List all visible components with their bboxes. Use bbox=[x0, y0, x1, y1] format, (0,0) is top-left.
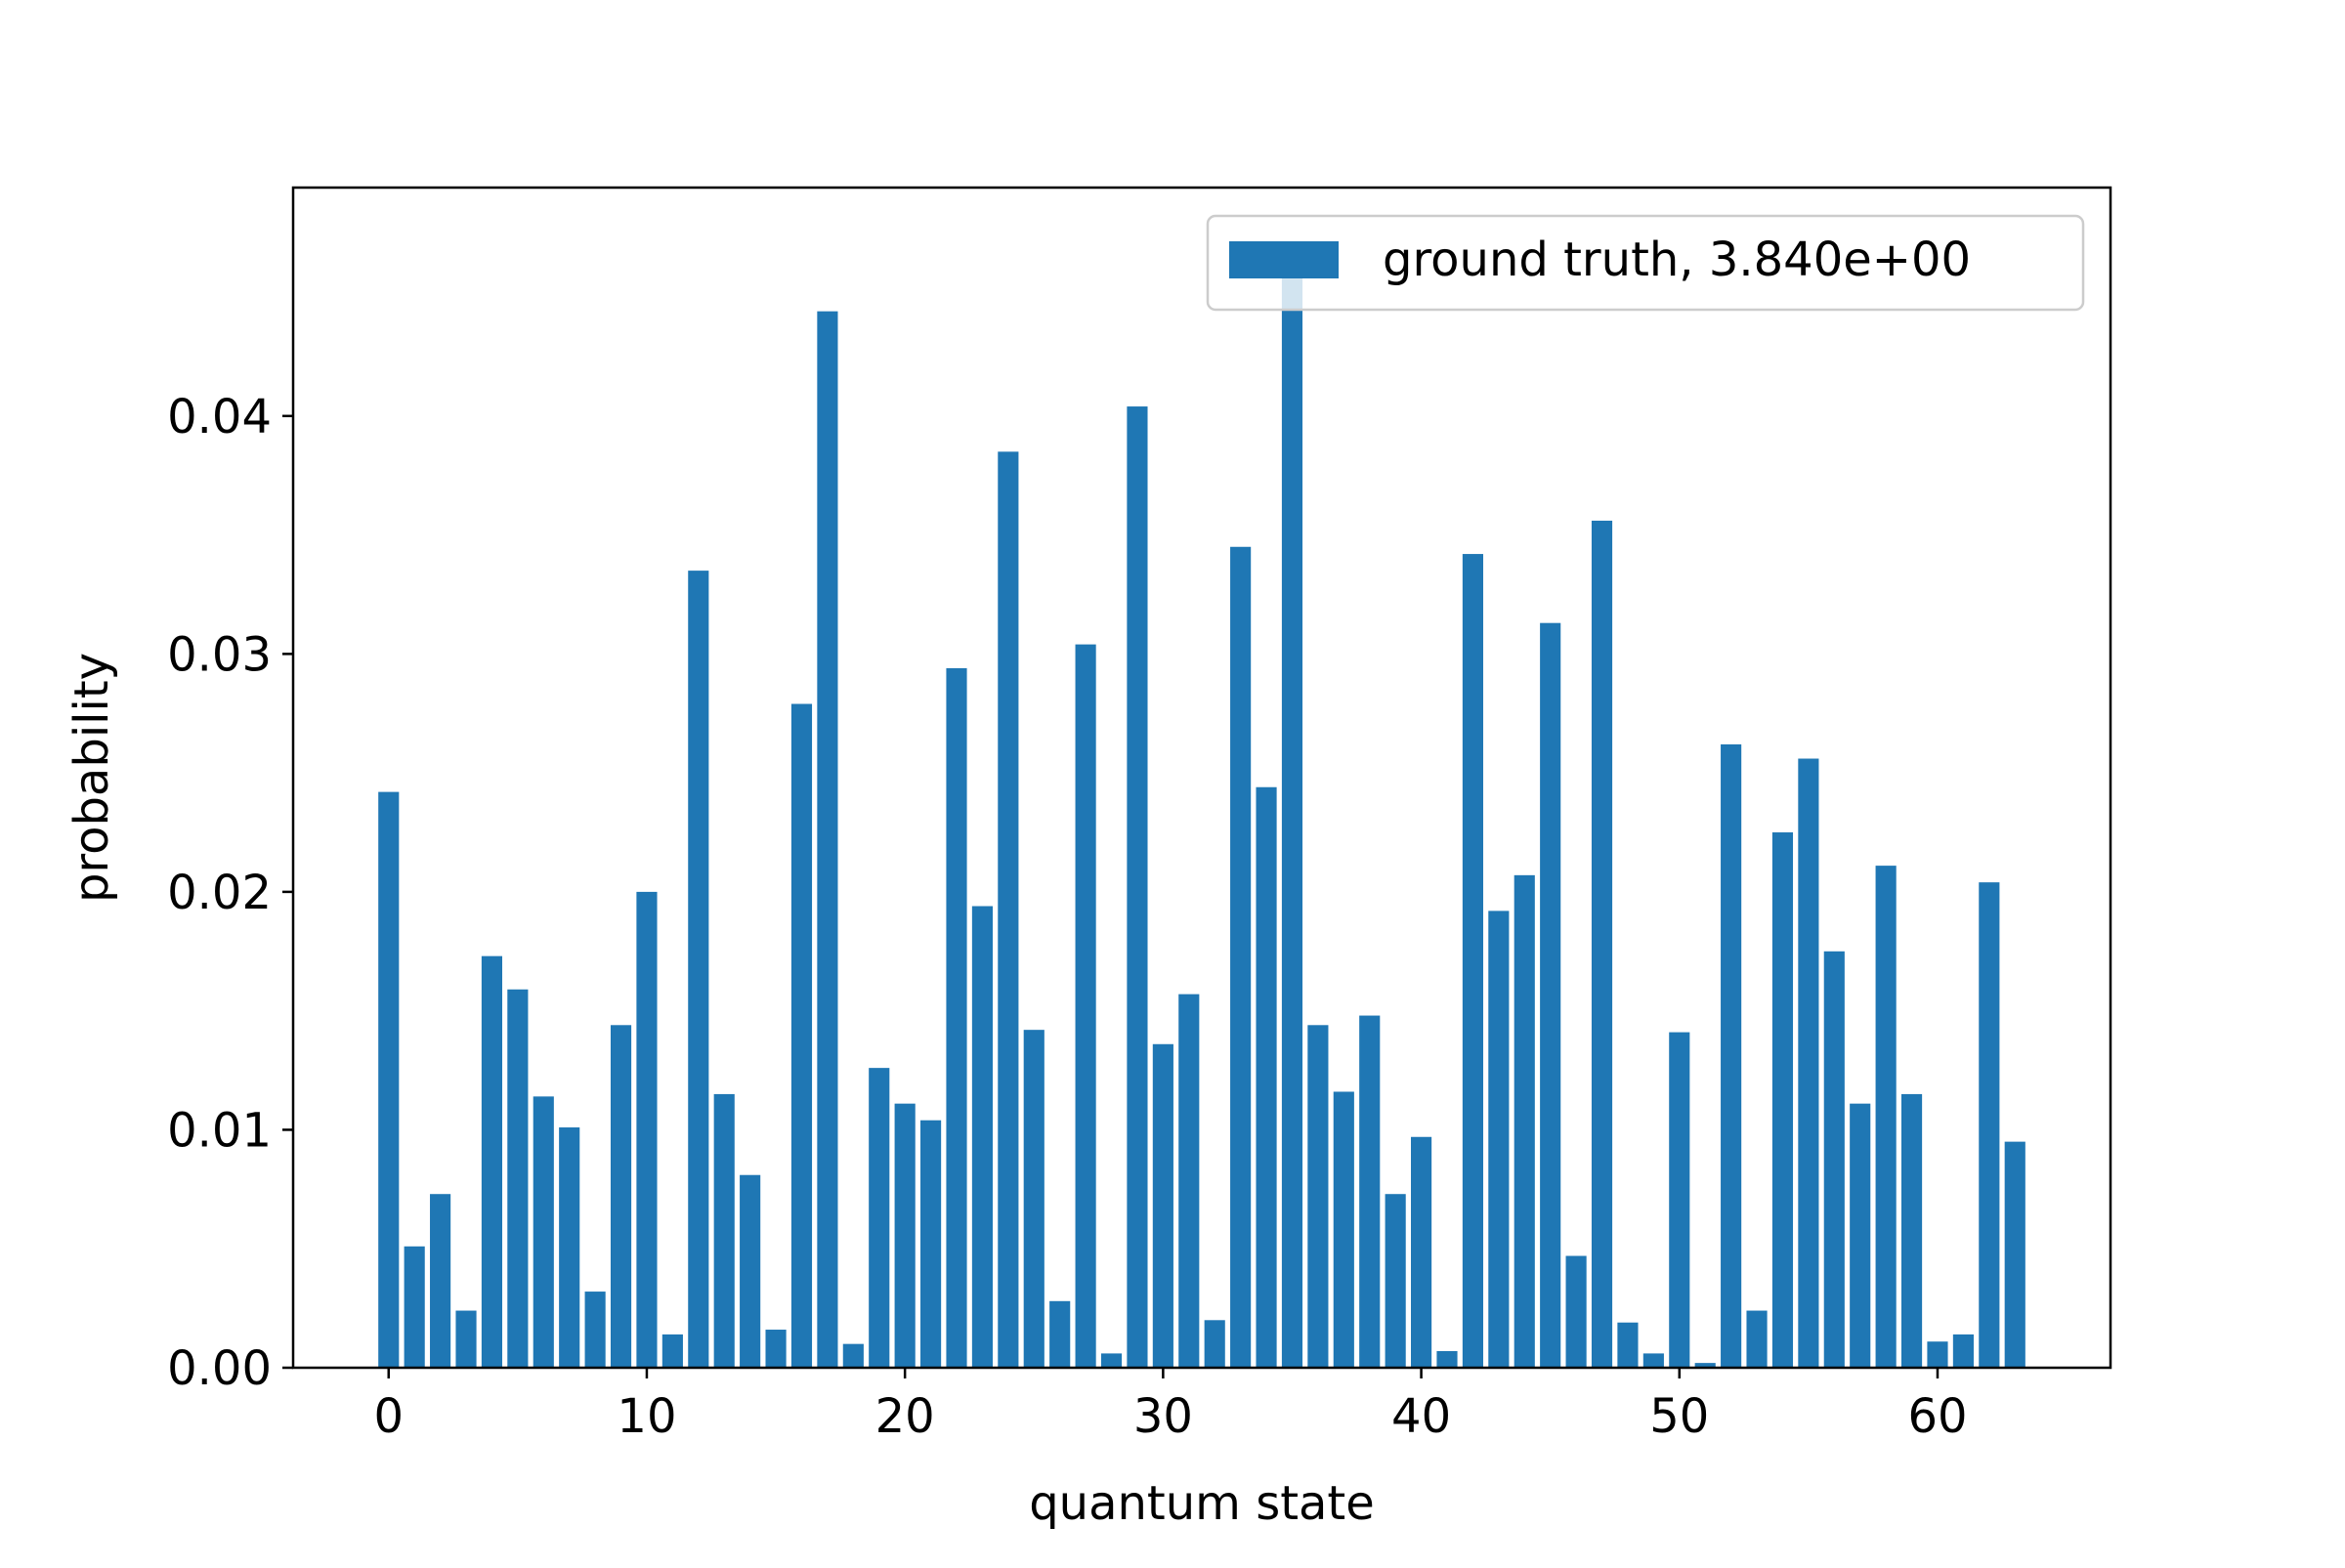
x-tick-label: 30 bbox=[1133, 1389, 1193, 1444]
bar-state-2 bbox=[430, 1194, 451, 1368]
bar-state-56 bbox=[1823, 951, 1845, 1368]
bar-state-41 bbox=[1436, 1350, 1458, 1368]
bar-state-23 bbox=[971, 906, 993, 1368]
bar-state-29 bbox=[1127, 406, 1148, 1368]
bar-state-30 bbox=[1152, 1043, 1173, 1368]
bar-state-27 bbox=[1075, 644, 1096, 1368]
bar-state-24 bbox=[998, 451, 1019, 1369]
bar-state-6 bbox=[533, 1096, 554, 1368]
plot-frame bbox=[291, 186, 2112, 1370]
y-axis-ticks: 0.00 0.01 0.02 0.03 0.04 bbox=[167, 390, 293, 1396]
x-tick-label: 20 bbox=[875, 1389, 935, 1444]
bar-state-62 bbox=[1979, 882, 2000, 1368]
bar-state-8 bbox=[584, 1292, 606, 1368]
bar-state-14 bbox=[740, 1174, 761, 1368]
bar-state-17 bbox=[817, 311, 838, 1368]
bar-state-51 bbox=[1694, 1363, 1716, 1368]
bar-state-10 bbox=[636, 891, 658, 1368]
x-axis-ticks: 0 10 20 30 40 50 60 bbox=[373, 1368, 1968, 1444]
bar-state-48 bbox=[1617, 1322, 1639, 1368]
bar-state-34 bbox=[1256, 786, 1277, 1368]
bar-state-40 bbox=[1411, 1136, 1432, 1368]
bar-state-13 bbox=[713, 1093, 735, 1368]
bar-state-33 bbox=[1230, 546, 1252, 1368]
bar-state-1 bbox=[404, 1246, 425, 1368]
x-axis-label: quantum state bbox=[1029, 1476, 1375, 1531]
bar-state-59 bbox=[1900, 1093, 1923, 1368]
bar-state-46 bbox=[1565, 1255, 1587, 1368]
bar-state-36 bbox=[1307, 1025, 1329, 1368]
bar-state-7 bbox=[559, 1127, 580, 1368]
y-tick-label: 0.01 bbox=[167, 1103, 272, 1158]
bar-state-11 bbox=[661, 1334, 683, 1368]
x-tick-label: 60 bbox=[1907, 1389, 1967, 1444]
bar-state-61 bbox=[1952, 1334, 1974, 1368]
bar-state-19 bbox=[869, 1068, 890, 1368]
bar-state-20 bbox=[894, 1103, 916, 1368]
bar-state-58 bbox=[1875, 866, 1897, 1368]
y-tick-label: 0.04 bbox=[167, 390, 272, 445]
x-tick-label: 0 bbox=[373, 1389, 404, 1444]
bar-state-60 bbox=[1927, 1341, 1948, 1368]
bar-state-3 bbox=[455, 1310, 477, 1368]
y-axis-label: probability bbox=[64, 653, 119, 903]
legend-label: ground truth, 3.840e+00 bbox=[1383, 233, 1971, 287]
bar-state-9 bbox=[610, 1025, 632, 1368]
bar-state-53 bbox=[1746, 1310, 1768, 1368]
bar-state-18 bbox=[842, 1343, 864, 1368]
legend-box bbox=[1206, 214, 2085, 312]
x-tick-label: 10 bbox=[617, 1389, 676, 1444]
bar-state-16 bbox=[790, 703, 813, 1368]
x-tick-label: 40 bbox=[1391, 1389, 1451, 1444]
bar-state-26 bbox=[1049, 1300, 1071, 1368]
bar-state-54 bbox=[1771, 832, 1794, 1368]
bar-state-55 bbox=[1798, 758, 1819, 1368]
bar-state-45 bbox=[1540, 622, 1561, 1368]
bar-state-28 bbox=[1100, 1353, 1123, 1368]
bar-state-43 bbox=[1488, 911, 1510, 1368]
y-tick-label: 0.00 bbox=[167, 1341, 272, 1396]
y-tick-label: 0.03 bbox=[167, 627, 272, 682]
bar-state-0 bbox=[378, 791, 400, 1368]
legend: ground truth, 3.840e+00 bbox=[1206, 214, 2085, 312]
bar-state-44 bbox=[1514, 874, 1535, 1368]
bar-state-38 bbox=[1359, 1015, 1381, 1368]
bar-state-49 bbox=[1642, 1353, 1664, 1368]
x-tick-label: 50 bbox=[1649, 1389, 1709, 1444]
bars-layer bbox=[378, 268, 2025, 1369]
bar-state-15 bbox=[765, 1330, 787, 1368]
bar-state-52 bbox=[1721, 743, 1742, 1368]
bar-state-21 bbox=[920, 1120, 942, 1368]
bar-state-5 bbox=[507, 989, 529, 1368]
bar-state-22 bbox=[946, 667, 967, 1368]
bar-state-57 bbox=[1850, 1103, 1871, 1368]
bar-state-42 bbox=[1462, 554, 1483, 1368]
bar-state-39 bbox=[1385, 1194, 1406, 1368]
y-tick-label: 0.02 bbox=[167, 866, 272, 920]
bar-state-25 bbox=[1023, 1030, 1045, 1368]
bar-state-37 bbox=[1333, 1091, 1354, 1368]
legend-swatch bbox=[1229, 241, 1339, 278]
bar-state-4 bbox=[481, 955, 503, 1368]
bar-state-31 bbox=[1178, 994, 1200, 1368]
bar-state-12 bbox=[688, 571, 709, 1368]
bar-state-63 bbox=[2004, 1141, 2025, 1368]
bar-state-35 bbox=[1281, 268, 1303, 1368]
bar-state-32 bbox=[1204, 1320, 1225, 1368]
bar-state-50 bbox=[1669, 1032, 1690, 1368]
bar-state-47 bbox=[1591, 520, 1613, 1368]
